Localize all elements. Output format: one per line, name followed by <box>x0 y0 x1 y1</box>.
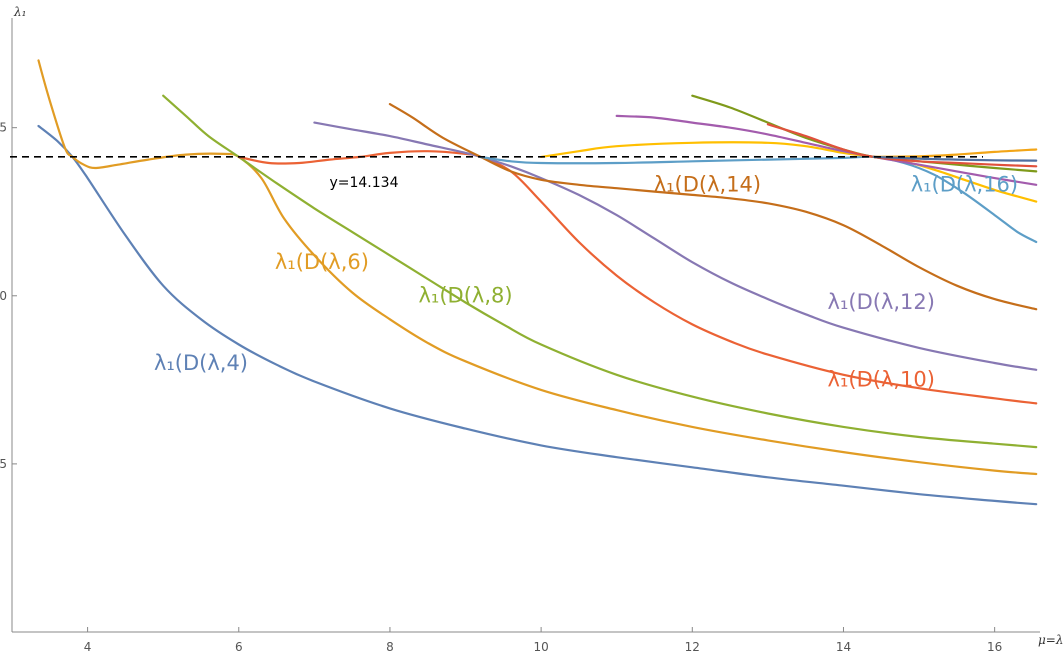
y-tick-label: 10 <box>0 289 7 303</box>
x-tick-label: 14 <box>836 640 851 654</box>
x-tick-label: 6 <box>235 640 243 654</box>
series-label: λ₁(D(λ,4) <box>154 351 248 375</box>
series-label: λ₁(D(λ,10) <box>828 368 935 392</box>
y-axis-label: λ₁ <box>13 5 26 19</box>
series-line-7 <box>479 155 1038 244</box>
series-label: λ₁(D(λ,12) <box>828 290 935 314</box>
y-tick-label: 5 <box>0 457 7 471</box>
series-line-5 <box>313 121 1038 371</box>
x-tick-label: 10 <box>533 640 548 654</box>
series-lines <box>37 59 1038 506</box>
y-tick-label: 15 <box>0 121 7 135</box>
series-line-11 <box>766 123 1038 168</box>
series-label: λ₁(D(λ,14) <box>654 173 761 197</box>
x-tick-label: 12 <box>685 640 700 654</box>
series-line-8 <box>540 141 1038 203</box>
series-line-1 <box>37 124 1038 506</box>
series-line-13 <box>872 155 1038 162</box>
series-line-6 <box>388 103 1038 311</box>
series-label: λ₁(D(λ,16) <box>911 173 1018 197</box>
series-line-12 <box>872 148 1038 158</box>
series-labels: λ₁(D(λ,4) λ₁(D(λ,6) λ₁(D(λ,8) λ₁(D(λ,10) λ₁(… <box>154 173 1018 392</box>
x-tick-label: 16 <box>987 640 1002 654</box>
series-line-2 <box>37 59 1038 476</box>
y-ticks: 5 10 15 <box>0 121 17 471</box>
x-ticks: 4 6 8 10 12 14 16 <box>84 627 1002 654</box>
x-axis-label: μ=λ² <box>1038 633 1063 647</box>
reference-line-label: y=14.134 <box>329 175 398 191</box>
x-tick-label: 8 <box>386 640 394 654</box>
series-line-4 <box>237 150 1038 405</box>
series-line-9 <box>615 114 1038 186</box>
x-tick-label: 4 <box>84 640 92 654</box>
series-label: λ₁(D(λ,8) <box>418 284 512 308</box>
axes: 4 6 8 10 12 14 16 5 10 15 λ₁ μ=λ² <box>0 5 1063 654</box>
series-label: λ₁(D(λ,6) <box>275 250 369 274</box>
